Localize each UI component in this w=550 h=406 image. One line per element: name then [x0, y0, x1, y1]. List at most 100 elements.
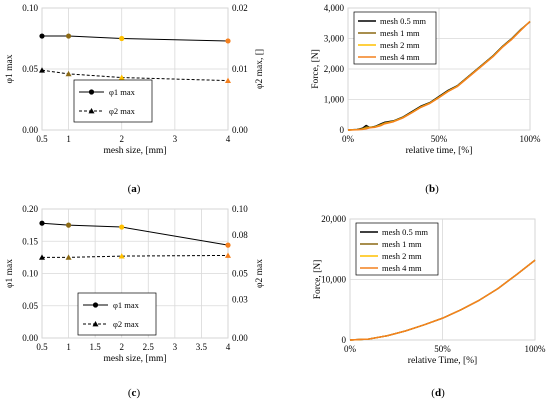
legend: φ1 max φ2 max — [73, 79, 153, 123]
y-tick-label: 0.00 — [22, 333, 38, 343]
y2-tick-label: 0.01 — [232, 64, 248, 74]
x-tick-label: 0% — [344, 344, 357, 354]
legend-marker — [92, 321, 99, 327]
y2-axis-label: φ2 max, [] — [255, 49, 265, 89]
legend-entry: φ1 max — [109, 87, 136, 97]
y-tick-label: 0 — [342, 335, 347, 345]
y-tick-label: 10,000 — [321, 275, 346, 285]
y2-tick-label: 0.10 — [232, 204, 248, 214]
data-point — [119, 35, 125, 42]
y2-tick-label: 0.08 — [232, 230, 248, 240]
x-tick-label: 100% — [525, 344, 547, 354]
y-tick-label: 3,000 — [324, 34, 345, 44]
series-line — [42, 254, 229, 258]
legend-entry: mesh 4 mm — [380, 52, 420, 62]
x-tick-label: 1 — [66, 134, 71, 144]
x-axis-label: mesh size, [mm] — [103, 354, 166, 364]
legend-marker — [88, 108, 95, 114]
legend-entry: mesh 2 mm — [380, 40, 420, 50]
legend-marker — [88, 89, 95, 95]
x-tick-label: 4 — [226, 342, 231, 352]
y2-tick-label: 0.00 — [232, 125, 248, 135]
data-point — [225, 252, 231, 258]
x-tick-label: 50% — [431, 134, 448, 144]
legend: mesh 0.5 mm mesh 1 mm mesh 2 mm mesh 4 mm — [353, 11, 437, 65]
x-tick-label: 0.5 — [36, 342, 48, 352]
legend-entry: mesh 0.5 mm — [380, 16, 426, 26]
panel-label: (a) — [128, 183, 141, 195]
data-point — [118, 253, 125, 259]
data-point — [65, 33, 72, 39]
x-axis-label: relative Time, [%] — [408, 356, 477, 366]
y-axis-label: φ1 max — [5, 54, 15, 83]
y-tick-label: 0.15 — [22, 236, 38, 246]
x-tick-label: 1.5 — [90, 342, 102, 352]
y-tick-label: 2,000 — [324, 64, 345, 74]
x-tick-label: 2 — [119, 134, 124, 144]
y2-tick-label: 0.05 — [232, 269, 248, 279]
chart-panel-c: 0.00 0.05 0.10 0.15 0.20 0.5 1 1.5 2 2.5 3 3.5 4 mesh… — [5, 204, 265, 399]
y-tick-label: 20,000 — [321, 214, 346, 224]
x-axis-label: mesh size, [mm] — [103, 146, 166, 156]
legend-entry: mesh 1 mm — [380, 28, 420, 38]
panel-label: (d) — [431, 387, 445, 399]
legend-marker — [92, 302, 99, 308]
x-tick-label: 1 — [66, 342, 71, 352]
x-tick-label: 0.5 — [36, 134, 48, 144]
x-tick-label: 3.5 — [196, 342, 208, 352]
data-point — [39, 67, 45, 73]
x-axis-label: relative time, [%] — [406, 146, 473, 156]
legend-entry: φ2 max — [109, 106, 136, 116]
legend-entry: mesh 0.5 mm — [382, 227, 428, 237]
y-tick-label: 0.05 — [22, 64, 38, 74]
legend: φ1 max φ2 max — [77, 292, 157, 336]
y-tick-label: 0.10 — [22, 269, 38, 279]
data-point — [39, 254, 45, 260]
legend-entry: φ2 max — [113, 319, 140, 329]
data-point — [225, 38, 231, 44]
x-tick-label: 100% — [520, 134, 542, 144]
panel-label: (b) — [425, 183, 439, 195]
x-tick-label: 0% — [342, 134, 355, 144]
chart-panel-b: 0 1,000 2,000 3,000 4,000 0% 50% 100% relative t… — [311, 3, 541, 195]
y2-tick-label: 0.00 — [232, 333, 248, 343]
data-point — [39, 33, 45, 39]
legend: mesh 0.5 mm mesh 1 mm mesh 2 mm mesh 4 mm — [355, 222, 439, 276]
series-line — [42, 35, 229, 42]
legend-entry: mesh 2 mm — [382, 251, 422, 261]
chart-panel-a: 0.00 0.05 0.10 0.5 1 2 3 4 mesh size, [mm] φ1 max… — [5, 3, 265, 195]
y2-tick-label: 0.03 — [232, 294, 248, 304]
legend-box — [73, 79, 153, 123]
y-tick-label: 0 — [340, 125, 345, 135]
y2-axis-label: φ2 max — [255, 259, 265, 288]
panel-label: (c) — [128, 387, 141, 399]
y-axis-label: φ1 max — [5, 259, 15, 288]
legend-entry: mesh 1 mm — [382, 239, 422, 249]
series-line — [347, 20, 531, 131]
data-point — [65, 254, 72, 260]
data-point — [65, 70, 72, 77]
legend-entry: φ1 max — [113, 300, 140, 310]
y-tick-label: 0.20 — [22, 204, 38, 214]
y-tick-label: 0.05 — [22, 301, 38, 311]
legend-entry: mesh 4 mm — [382, 263, 422, 273]
y-axis-label: Force, [N] — [311, 49, 321, 89]
x-tick-label: 2 — [119, 342, 124, 352]
x-tick-label: 4 — [226, 134, 231, 144]
y-tick-label: 0.10 — [22, 3, 38, 13]
series-line — [349, 259, 536, 341]
data-point — [118, 74, 125, 80]
y-tick-label: 0.00 — [22, 125, 38, 135]
x-tick-label: 3 — [173, 134, 178, 144]
x-tick-label: 2.5 — [143, 342, 155, 352]
x-tick-label: 3 — [173, 342, 178, 352]
y-tick-label: 1,000 — [324, 95, 345, 105]
y-axis-label: Force, [N] — [313, 260, 323, 300]
data-point — [119, 224, 125, 230]
series-line — [41, 222, 229, 246]
data-point — [225, 77, 231, 83]
data-point — [39, 220, 45, 226]
data-point — [65, 222, 72, 228]
chart-panel-d: 0 10,000 20,000 0% 50% 100% relative Time, [%]… — [313, 214, 546, 399]
